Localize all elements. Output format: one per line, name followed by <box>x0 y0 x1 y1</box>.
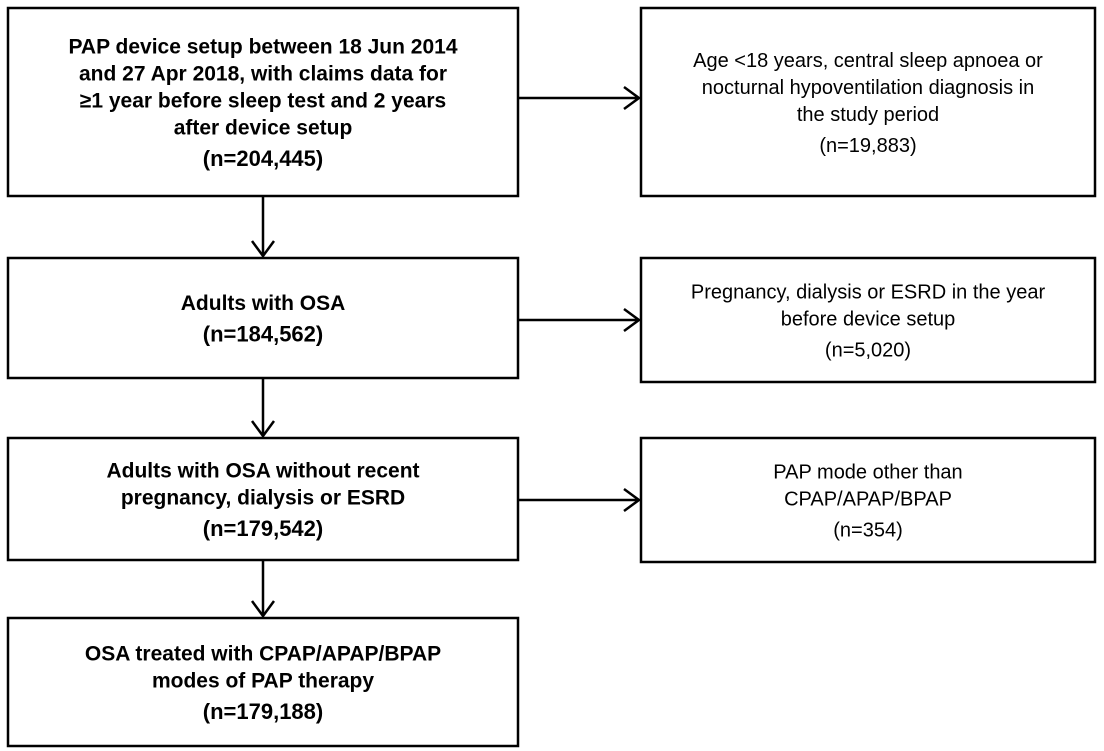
exclusion-box <box>639 256 1097 384</box>
box-line: Adults with OSA without recent <box>106 460 419 483</box>
arrow <box>250 560 276 619</box>
box-count: (n=19,883) <box>819 135 916 157</box>
box-line: modes of PAP therapy <box>152 670 374 693</box>
box-line: Adults with OSA <box>181 292 346 315</box>
box-line: PAP mode other than <box>773 461 962 483</box>
exclusion-box <box>639 436 1097 564</box>
step-box <box>6 616 520 748</box>
exclusion-box <box>639 6 1097 198</box>
box-line: PAP device setup between 18 Jun 2014 <box>68 36 457 59</box>
arrow <box>518 307 642 333</box>
box-line: and 27 Apr 2018, with claims data for <box>79 63 447 86</box>
box-line: before device setup <box>781 308 956 330</box>
box-count: (n=179,542) <box>203 516 323 541</box>
box-line: pregnancy, dialysis or ESRD <box>121 487 405 510</box>
box-line: CPAP/APAP/BPAP <box>784 488 952 510</box>
step-box <box>6 6 520 198</box>
box-count: (n=354) <box>833 519 903 541</box>
arrow <box>518 85 642 111</box>
box-line: nocturnal hypoventilation diagnosis in <box>702 77 1034 99</box>
box-line: OSA treated with CPAP/APAP/BPAP <box>85 643 441 666</box>
box-count: (n=184,562) <box>203 321 323 346</box>
box-count: (n=179,188) <box>203 699 323 724</box>
box-line: ≥1 year before sleep test and 2 years <box>80 90 446 113</box>
box-line: after device setup <box>174 117 353 140</box>
box-count: (n=204,445) <box>203 146 323 171</box>
box-line: Pregnancy, dialysis or ESRD in the year <box>691 281 1046 303</box>
box-line: the study period <box>797 104 939 126</box>
arrow <box>250 378 276 439</box>
arrow <box>250 196 276 259</box>
box-line: Age <18 years, central sleep apnoea or <box>693 50 1043 72</box>
arrow <box>518 487 642 513</box>
step-box <box>6 436 520 562</box>
step-box <box>6 256 520 380</box>
box-count: (n=5,020) <box>825 339 911 361</box>
